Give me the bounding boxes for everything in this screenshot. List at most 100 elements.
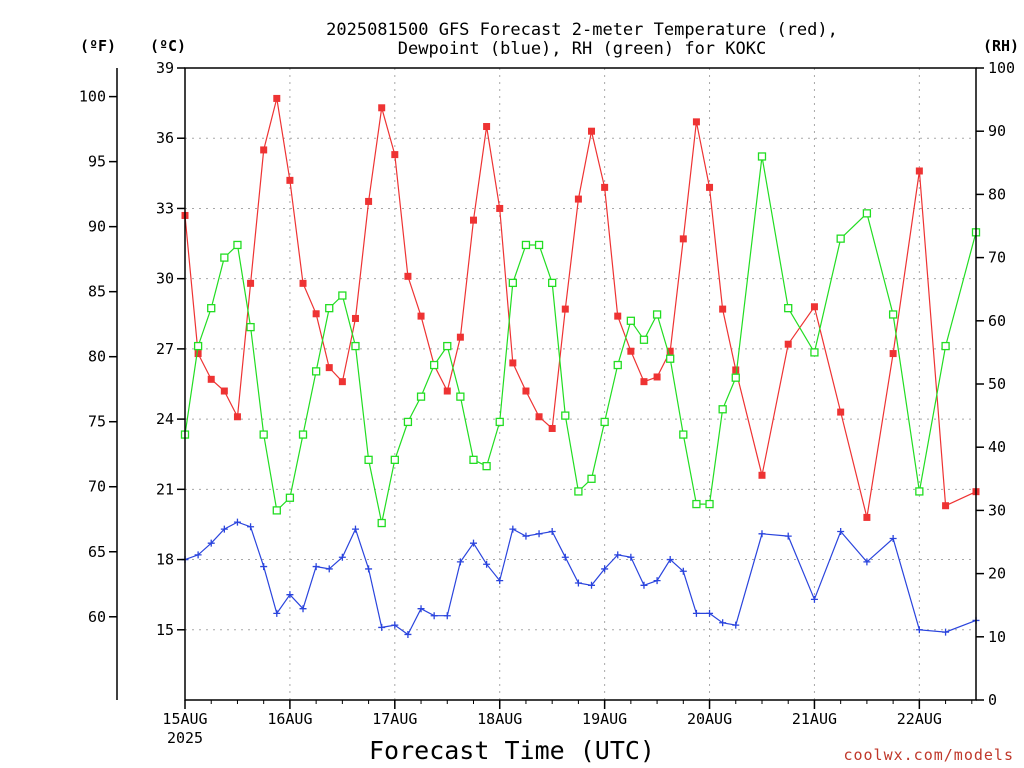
rh-tick-label: 0 — [988, 691, 997, 709]
celsius-tick-label: 27 — [156, 340, 174, 358]
time-tick-label: 15AUG — [162, 710, 207, 728]
data-point — [483, 560, 491, 568]
data-point — [299, 279, 307, 287]
data-point — [639, 335, 649, 344]
rh-tick-label: 90 — [988, 122, 1006, 140]
data-point — [942, 628, 950, 636]
data-point — [548, 527, 556, 535]
data-point — [508, 278, 517, 288]
data-point — [338, 378, 346, 386]
data-point — [416, 392, 426, 401]
data-point — [915, 487, 924, 496]
data-point — [391, 621, 399, 629]
data-point — [521, 240, 531, 250]
celsius-tick-label: 30 — [156, 270, 174, 288]
data-point — [587, 474, 596, 483]
data-point — [574, 579, 582, 587]
data-point — [889, 350, 897, 358]
data-point — [456, 558, 464, 566]
data-point — [299, 605, 307, 613]
series-temperature — [181, 94, 980, 521]
rh-tick-label: 80 — [988, 185, 1006, 203]
data-point — [574, 487, 583, 496]
data-point — [534, 240, 544, 250]
data-point — [588, 127, 596, 135]
data-point — [652, 310, 662, 319]
data-point — [758, 471, 766, 479]
celsius-tick-label: 39 — [156, 59, 174, 77]
data-point — [260, 563, 268, 571]
data-point — [863, 558, 871, 566]
data-point — [535, 530, 543, 538]
data-point — [469, 216, 477, 224]
celsius-tick-label: 15 — [156, 621, 174, 639]
data-point — [417, 605, 425, 613]
data-point — [679, 235, 687, 243]
data-point — [207, 539, 215, 547]
data-point — [732, 621, 740, 629]
data-point — [706, 183, 714, 191]
data-point — [613, 360, 622, 370]
data-point — [601, 565, 609, 573]
data-point — [601, 183, 609, 191]
series-line — [184, 521, 977, 636]
data-point — [600, 417, 609, 427]
rh-tick-label: 100 — [988, 59, 1015, 77]
data-point — [627, 553, 635, 561]
data-point — [640, 378, 648, 386]
data-point — [325, 304, 334, 313]
fahrenheit-tick-label: 85 — [88, 283, 106, 301]
data-point — [483, 123, 491, 131]
rh-tick-label: 40 — [988, 438, 1006, 456]
data-point — [272, 506, 281, 515]
data-point — [194, 350, 202, 358]
data-point — [456, 333, 464, 341]
data-point — [942, 502, 950, 510]
data-point — [443, 612, 451, 620]
data-point — [273, 94, 281, 102]
data-point — [443, 341, 452, 351]
data-point — [915, 626, 923, 634]
series-area — [180, 94, 981, 638]
data-point — [757, 152, 767, 161]
data-point — [731, 373, 740, 382]
data-point — [679, 430, 688, 439]
data-point — [666, 556, 674, 564]
data-point — [719, 305, 727, 313]
data-point — [561, 305, 569, 313]
celsius-tick-label: 33 — [156, 199, 174, 217]
celsius-tick-label: 36 — [156, 129, 174, 147]
data-point — [627, 347, 635, 355]
data-point — [509, 359, 517, 367]
fahrenheit-unit-label: (ºF) — [80, 37, 116, 55]
data-point — [705, 499, 714, 509]
data-point — [365, 565, 373, 573]
data-point — [260, 146, 268, 154]
rh-unit-label: (RH) — [983, 37, 1019, 55]
data-point — [403, 417, 413, 427]
data-point — [836, 234, 845, 243]
data-point — [325, 565, 333, 573]
credit-label: coolwx.com/models — [843, 746, 1014, 764]
data-point — [692, 609, 700, 617]
fahrenheit-tick-label: 80 — [88, 348, 106, 366]
time-tick-label: 21AUG — [792, 710, 837, 728]
fahrenheit-tick-label: 65 — [88, 543, 106, 561]
series-line — [184, 156, 977, 524]
data-point — [496, 577, 504, 585]
data-point — [810, 595, 818, 603]
data-point — [469, 539, 477, 547]
data-point — [509, 525, 517, 533]
data-point — [298, 430, 308, 439]
data-point — [351, 341, 360, 351]
x-axis-title: Forecast Time (UTC) — [369, 736, 655, 765]
data-point — [220, 525, 228, 533]
data-point — [548, 278, 557, 288]
data-point — [207, 375, 215, 383]
data-point — [377, 518, 386, 528]
data-point — [220, 253, 229, 262]
data-point — [666, 354, 675, 363]
data-point — [588, 581, 596, 589]
data-point — [404, 272, 412, 280]
